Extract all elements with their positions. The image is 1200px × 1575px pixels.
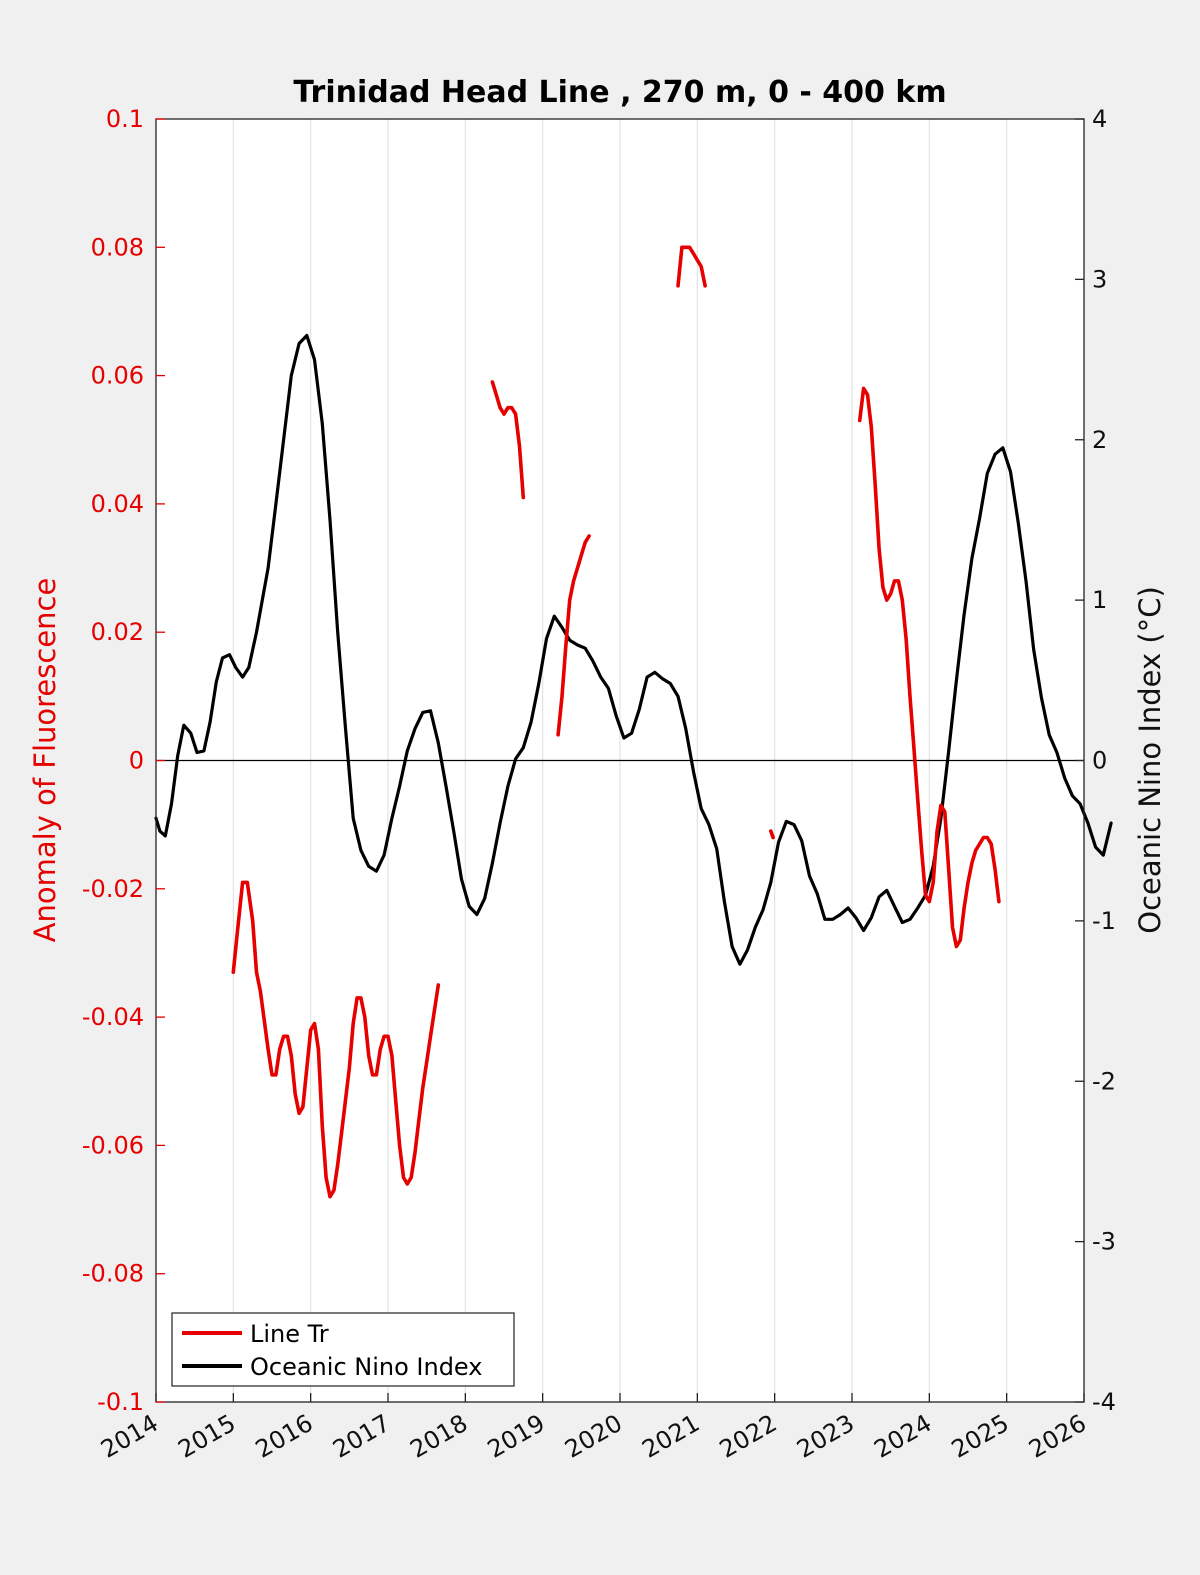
x-tick-label: 2023 — [792, 1409, 859, 1464]
legend: Line Tr Oceanic Nino Index — [171, 1312, 515, 1387]
x-tick-label: 2015 — [173, 1409, 240, 1464]
y-left-tick-label: 0 — [129, 747, 144, 775]
x-tick-label: 2025 — [947, 1409, 1014, 1464]
x-tick-label: 2022 — [715, 1409, 782, 1464]
y-left-tick-label: 0.1 — [106, 105, 144, 133]
series-line-line-tr — [676, 245, 707, 288]
legend-label-oni: Oceanic Nino Index — [250, 1353, 482, 1381]
y-right-tick-label: -4 — [1092, 1388, 1116, 1416]
x-tick-label: 2017 — [328, 1409, 395, 1464]
y-axis-right-label: Oceanic Nino Index (°C) — [1133, 586, 1167, 934]
x-tick-label: 2014 — [96, 1409, 163, 1464]
x-tick-label: 2024 — [869, 1409, 936, 1464]
y-right-tick-label: 1 — [1092, 586, 1107, 614]
y-left-tick-label: 0.04 — [91, 490, 144, 518]
series-layer — [154, 245, 1113, 1199]
y-left-tick-label: -0.1 — [97, 1388, 144, 1416]
y-left-tick-label: -0.06 — [82, 1131, 144, 1159]
series-line-line-tr — [231, 880, 441, 1199]
y-left-tick-label: 0.02 — [91, 618, 144, 646]
y-left-tick-label: -0.04 — [82, 1003, 144, 1031]
series-line-oni — [154, 333, 1113, 966]
y-left-tick-label: 0.08 — [91, 233, 144, 261]
x-tick-label: 2026 — [1024, 1409, 1091, 1464]
y-left-tick-label: 0.06 — [91, 362, 144, 390]
ticks-layer: 2014 2015 2016 2017 2018 2019 2020 2021 2022 2023… — [82, 105, 1116, 1464]
series-line-line-tr — [490, 380, 526, 500]
series-line-line-tr — [768, 829, 775, 840]
y-right-tick-label: 0 — [1092, 747, 1107, 775]
legend-label-line-tr: Line Tr — [250, 1320, 329, 1348]
y-right-tick-label: -2 — [1092, 1067, 1116, 1095]
series-line-line-tr — [857, 386, 1001, 949]
y-left-tick-label: -0.08 — [82, 1260, 144, 1288]
y-right-tick-label: 2 — [1092, 426, 1107, 454]
series-line-line-tr — [556, 534, 591, 737]
y-right-tick-label: -3 — [1092, 1228, 1116, 1256]
y-left-tick-label: -0.02 — [82, 875, 144, 903]
x-tick-label: 2016 — [251, 1409, 318, 1464]
chart-title: Trinidad Head Line , 270 m, 0 - 400 km — [293, 75, 946, 110]
y-right-tick-label: 3 — [1092, 265, 1107, 293]
y-right-tick-label: 4 — [1092, 105, 1107, 133]
x-tick-label: 2019 — [483, 1409, 550, 1464]
y-right-tick-label: -1 — [1092, 907, 1116, 935]
x-tick-label: 2020 — [560, 1409, 627, 1464]
legend-box — [171, 1312, 515, 1387]
y-axis-left-label: Anomaly of Fluorescence — [28, 578, 62, 943]
x-tick-label: 2018 — [405, 1409, 472, 1464]
x-tick-label: 2021 — [637, 1409, 704, 1464]
